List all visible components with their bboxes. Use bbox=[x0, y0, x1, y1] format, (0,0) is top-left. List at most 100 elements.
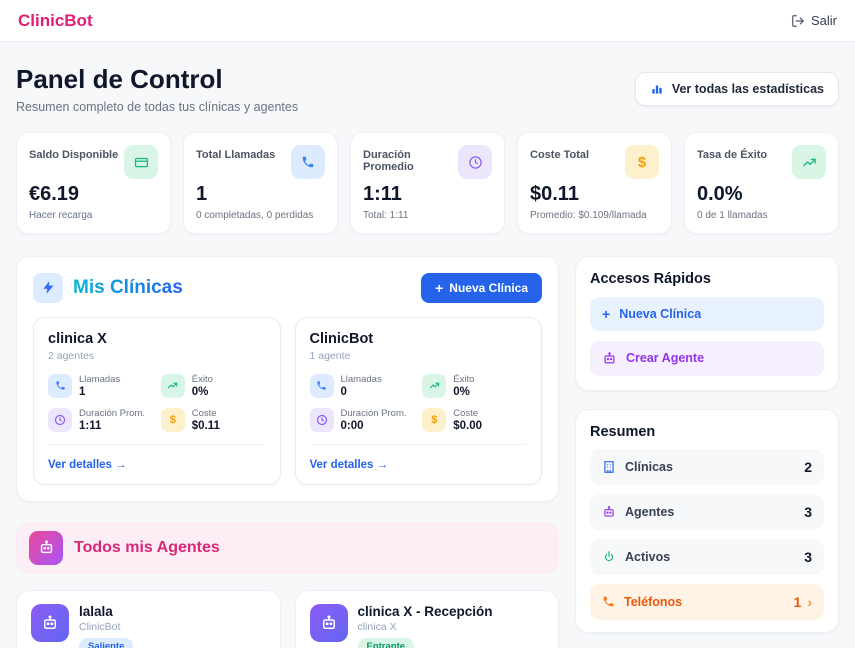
summary-row-clinicas[interactable]: Clínicas 2 bbox=[590, 448, 824, 485]
accesos-rapidos-card: Accesos Rápidos + Nueva Clínica Crear Ag… bbox=[575, 255, 839, 391]
clinic-name: ClinicBot bbox=[309, 330, 374, 347]
page-header: Panel de Control Resumen completo de tod… bbox=[16, 64, 839, 114]
mini-value: 1 bbox=[79, 385, 86, 398]
nueva-clinica-label: Nueva Clínica bbox=[449, 280, 528, 295]
phone-icon bbox=[48, 373, 72, 398]
dollar-glyph: $ bbox=[637, 153, 647, 171]
stat-label: Total Llamadas bbox=[196, 149, 276, 161]
quick-nueva-clinica-label: Nueva Clínica bbox=[619, 306, 702, 321]
clinic-agents-count: 2 agentes bbox=[48, 349, 95, 362]
clinic-card-clinica-x: clinica X 2 agentes Llamadas 1 Éxito 0% bbox=[33, 316, 281, 485]
trend-up-icon bbox=[792, 145, 826, 179]
stat-card-coste: Coste Total $ $0.11 Promedio: $0.109/lla… bbox=[517, 132, 672, 234]
page-title: Panel de Control bbox=[16, 64, 223, 94]
plus-icon: + bbox=[435, 279, 444, 296]
todos-mis-agentes-banner: Todos mis Agentes bbox=[16, 521, 559, 574]
ver-detalles-link[interactable]: Ver detalles → bbox=[309, 458, 389, 471]
mini-value: 0% bbox=[191, 385, 209, 398]
quick-nueva-clinica-button[interactable]: + Nueva Clínica bbox=[590, 296, 824, 331]
stat-sub: 0 completadas, 0 perdidas bbox=[196, 210, 314, 221]
stat-sub: 0 de 1 llamadas bbox=[697, 210, 768, 221]
summary-row-telefonos[interactable]: Teléfonos 1 › bbox=[590, 583, 824, 620]
logout-icon bbox=[791, 14, 805, 28]
agent-card-lalala: lalala ClinicBot Saliente Llamadas bbox=[16, 589, 281, 648]
left-column: Mis Clínicas + Nueva Clínica clinica X 2… bbox=[16, 255, 559, 648]
mini-label: Llamadas bbox=[79, 373, 121, 385]
stat-sub: Promedio: $0.109/llamada bbox=[530, 210, 647, 221]
robot-icon bbox=[602, 505, 616, 519]
stat-label: Coste Total bbox=[530, 149, 590, 161]
direction-badge: Entrante bbox=[357, 637, 415, 648]
agent-clinic: ClinicBot bbox=[79, 620, 121, 633]
mini-label: Duración Prom. bbox=[340, 407, 407, 419]
right-column: Accesos Rápidos + Nueva Clínica Crear Ag… bbox=[575, 255, 839, 648]
summary-row-label: Agentes bbox=[625, 504, 675, 519]
summary-row-value: 1 bbox=[793, 593, 802, 610]
ver-detalles-link[interactable]: Ver detalles → bbox=[48, 458, 127, 471]
resumen-card: Resumen Clínicas 2 Agentes 3 bbox=[575, 408, 839, 633]
bolt-icon bbox=[33, 272, 63, 303]
robot-icon bbox=[31, 603, 69, 642]
mis-clinicas-section: Mis Clínicas + Nueva Clínica clinica X 2… bbox=[16, 255, 559, 502]
quick-crear-agente-button[interactable]: Crear Agente bbox=[590, 340, 824, 376]
clinic-stat-exito: Éxito 0% bbox=[160, 373, 266, 398]
summary-row-activos[interactable]: Activos 3 bbox=[590, 538, 824, 575]
stat-value: $0.11 bbox=[530, 183, 579, 205]
trend-up-icon bbox=[422, 373, 447, 398]
power-icon bbox=[602, 550, 616, 564]
mini-value: $0.00 bbox=[453, 419, 483, 432]
clock-icon bbox=[309, 407, 334, 432]
view-all-stats-button[interactable]: Ver todas las estadísticas bbox=[634, 72, 839, 106]
logout-button[interactable]: Salir bbox=[791, 13, 837, 28]
logout-label: Salir bbox=[810, 13, 837, 28]
dollar-icon: $ bbox=[625, 145, 659, 179]
hacer-recarga-link[interactable]: Hacer recarga bbox=[29, 210, 93, 221]
page-title-block: Panel de Control Resumen completo de tod… bbox=[16, 64, 298, 114]
agent-name: lalala bbox=[79, 603, 113, 619]
clinicbot-logo: ClinicBot bbox=[18, 10, 93, 30]
phone-icon bbox=[309, 373, 334, 398]
clock-icon bbox=[458, 145, 492, 179]
mini-label: Éxito bbox=[191, 373, 213, 385]
mini-label: Duración Prom. bbox=[79, 407, 145, 419]
stat-card-saldo: Saldo Disponible €6.19 Hacer recarga bbox=[16, 132, 171, 234]
mini-label: Coste bbox=[453, 407, 479, 419]
main-content: Panel de Control Resumen completo de tod… bbox=[0, 42, 855, 648]
mini-value: $0.11 bbox=[191, 419, 220, 432]
stat-label: Saldo Disponible bbox=[29, 149, 119, 161]
page-subtitle: Resumen completo de todas tus clínicas y… bbox=[16, 100, 299, 114]
wallet-icon bbox=[124, 145, 158, 179]
trend-up-icon bbox=[160, 373, 185, 398]
summary-row-label: Teléfonos bbox=[624, 594, 683, 609]
summary-title: Resumen bbox=[590, 423, 656, 440]
clinic-stat-duracion: Duración Prom. 0:00 bbox=[309, 407, 415, 432]
phone-icon bbox=[291, 145, 325, 179]
clinic-name: clinica X bbox=[48, 330, 107, 347]
stat-label: Tasa de Éxito bbox=[697, 149, 768, 161]
summary-row-label: Clínicas bbox=[625, 459, 673, 474]
stat-value: 0.0% bbox=[697, 183, 743, 205]
clinic-stat-duracion: Duración Prom. 1:11 bbox=[48, 407, 153, 432]
clinic-stat-llamadas: Llamadas 1 bbox=[48, 373, 153, 398]
clock-icon bbox=[48, 407, 72, 432]
mini-value: 0% bbox=[453, 385, 470, 398]
mini-label: Coste bbox=[191, 407, 217, 419]
mini-label: Éxito bbox=[453, 373, 475, 385]
nueva-clinica-button[interactable]: + Nueva Clínica bbox=[421, 272, 542, 303]
building-icon bbox=[602, 460, 616, 474]
main-columns: Mis Clínicas + Nueva Clínica clinica X 2… bbox=[16, 255, 839, 648]
robot-icon bbox=[602, 351, 617, 366]
clinic-stat-coste: $ Coste $0.11 bbox=[160, 407, 266, 432]
clinic-card-clinicbot: ClinicBot 1 agente Llamadas 0 Éxito 0% bbox=[294, 316, 542, 485]
clinic-stat-llamadas: Llamadas 0 bbox=[309, 373, 415, 398]
stat-card-exito: Tasa de Éxito 0.0% 0 de 1 llamadas bbox=[684, 132, 839, 234]
stat-value: €6.19 bbox=[29, 183, 80, 205]
summary-row-agentes[interactable]: Agentes 3 bbox=[590, 493, 824, 530]
summary-row-value: 3 bbox=[804, 548, 812, 565]
stat-value: 1:11 bbox=[363, 183, 402, 205]
clinic-stat-coste: $ Coste $0.00 bbox=[422, 407, 527, 432]
top-bar: ClinicBot Salir bbox=[0, 0, 855, 42]
dollar-glyph: $ bbox=[169, 413, 176, 426]
agent-clinic: clinica X bbox=[357, 620, 397, 633]
